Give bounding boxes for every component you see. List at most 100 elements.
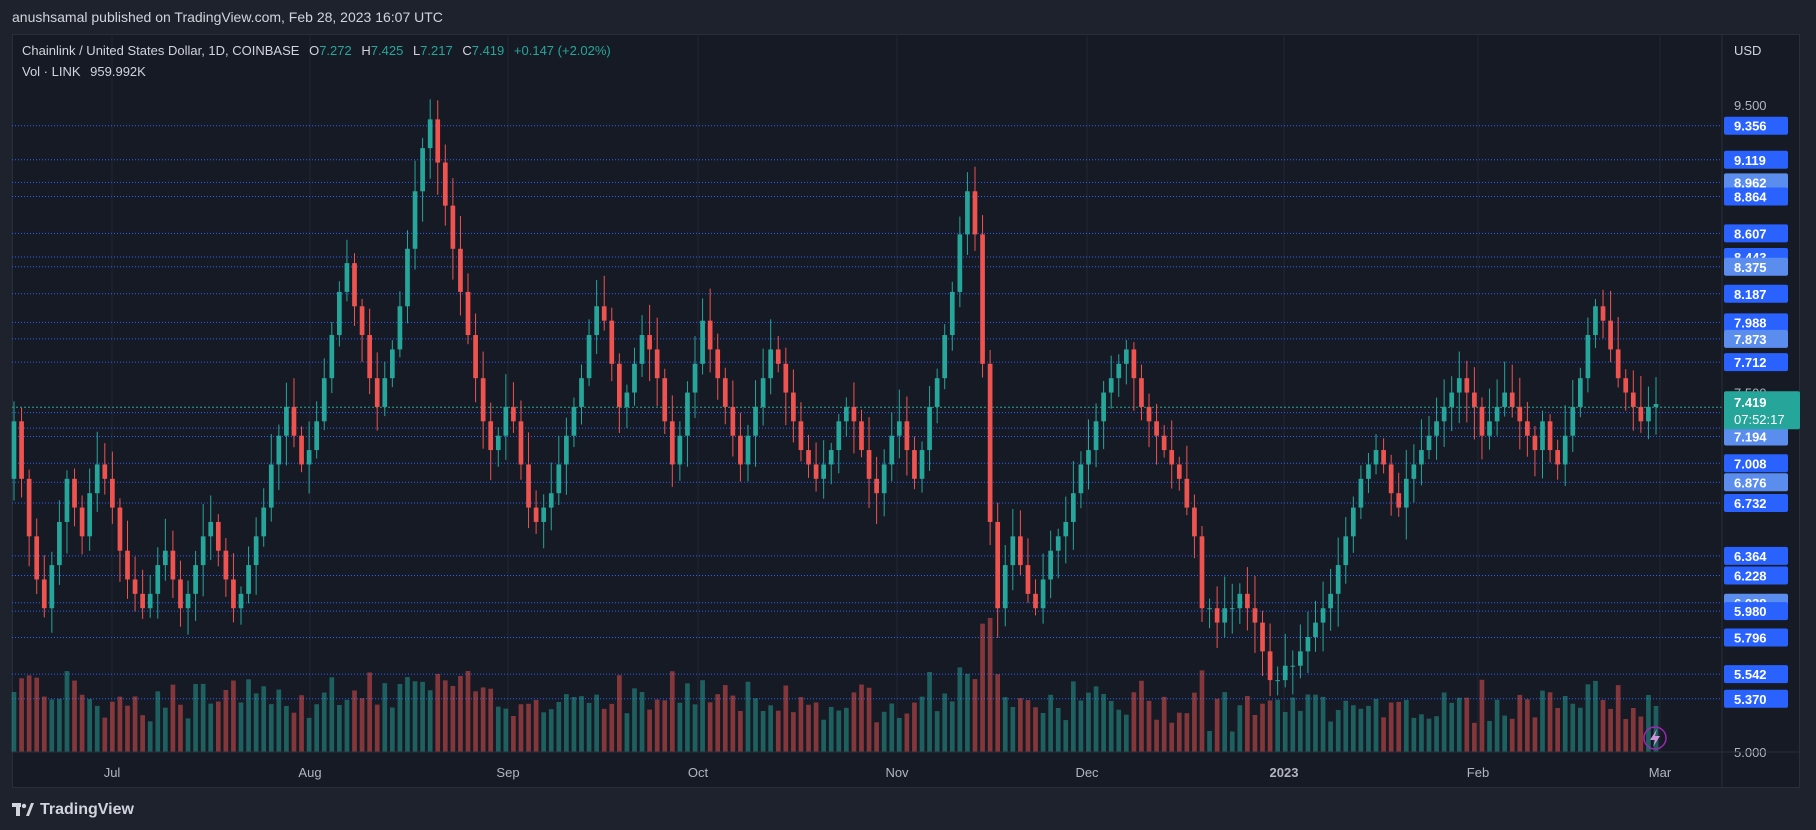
level-label-bg (1724, 628, 1788, 647)
volume-bar (1570, 703, 1576, 752)
candle-body (1630, 392, 1636, 407)
volume-bar (1093, 686, 1099, 752)
candle-body (284, 406, 289, 436)
volume-bar (1585, 684, 1591, 752)
candle-body (185, 593, 191, 609)
volume-bar (389, 707, 395, 752)
level-label-bg (1724, 454, 1788, 473)
level-label: 9.119 (1724, 150, 1788, 169)
candle-body (1313, 622, 1318, 637)
candle-body (125, 550, 130, 580)
level-label-bg (1724, 173, 1788, 192)
volume-bar (170, 684, 176, 752)
candle-body (72, 478, 77, 508)
level-label-bg (1724, 602, 1788, 621)
volume-bar (1419, 714, 1424, 752)
candle-body (616, 363, 622, 407)
volume-bar (49, 699, 55, 752)
volume-bar (1403, 699, 1409, 752)
candle-body (1245, 593, 1250, 609)
candle-body (94, 464, 100, 494)
volume-bar (896, 717, 902, 752)
candle-body (995, 521, 1001, 609)
candle-body (881, 464, 887, 494)
candle-body (1040, 579, 1046, 609)
volume-bar (1101, 693, 1106, 752)
candle-body (1577, 378, 1583, 407)
volume-bar (261, 686, 267, 752)
open-value: 7.272 (319, 43, 352, 58)
candle-body (1139, 378, 1144, 407)
top-bar: anushsamal published on TradingView.com,… (0, 0, 1816, 34)
volume-bar (836, 710, 842, 752)
candle-body (942, 335, 948, 379)
candle-body (919, 450, 925, 479)
candle-body (806, 450, 811, 465)
volume-bar (1449, 702, 1455, 752)
candle-body (1449, 392, 1455, 407)
volume-bar (193, 683, 198, 752)
candle-body (231, 579, 236, 609)
volume-bar (1525, 699, 1530, 752)
candle-body (246, 565, 251, 594)
candle-body (367, 335, 372, 379)
footer-brand[interactable]: TradingView (12, 798, 134, 822)
level-label: 5.370 (1724, 689, 1788, 708)
candle-body (1555, 450, 1560, 465)
level-label-text: 5.980 (1734, 604, 1767, 619)
volume-bar (685, 683, 690, 752)
candle-body (1638, 406, 1644, 422)
candle-body (450, 205, 456, 249)
volume-bar (178, 704, 183, 752)
volume-bar (231, 680, 236, 752)
close-label: C (462, 43, 472, 58)
volume-bar (594, 694, 599, 752)
level-label: 8.962 (1724, 173, 1788, 192)
volume-bar (753, 698, 758, 752)
volume-bar (147, 721, 153, 752)
candle-body (238, 593, 244, 609)
candle-body (836, 421, 842, 451)
candle-body (41, 579, 47, 609)
candle-body (1403, 478, 1409, 508)
candle-body (1275, 680, 1281, 682)
volume-bar (1479, 679, 1485, 752)
volume-bar (889, 703, 895, 752)
volume-bar (11, 691, 17, 752)
high-value: 7.425 (370, 43, 404, 58)
candle-body (1502, 392, 1508, 407)
volume-bar (715, 694, 721, 752)
candle-body (1653, 404, 1659, 407)
volume-bar (1010, 706, 1016, 752)
volume-bar (533, 699, 539, 752)
level-label-text: 7.988 (1734, 315, 1767, 330)
volume-bar (1199, 670, 1205, 752)
volume-bar (1033, 707, 1038, 752)
volume-bar (1653, 705, 1659, 752)
volume-bar (19, 678, 24, 752)
volume-bar (1441, 692, 1447, 752)
volume-bar (125, 705, 130, 752)
volume-bar (503, 708, 509, 752)
volume-bar (200, 683, 206, 752)
candle-body (1154, 421, 1159, 436)
volume-bar (215, 701, 221, 752)
volume-bar (155, 691, 161, 752)
volume-bar (526, 703, 531, 752)
level-label: 8.864 (1724, 187, 1788, 206)
candle-body (1381, 450, 1386, 465)
candle-body (662, 378, 668, 422)
candle-body (511, 406, 516, 422)
candle-body (1623, 378, 1629, 393)
candle-body (1282, 665, 1288, 681)
candle-body (1373, 450, 1379, 465)
currency-label[interactable]: USD (1734, 43, 1762, 58)
volume-bar (1260, 703, 1265, 752)
volume-bar (185, 718, 191, 752)
candle-body (1358, 478, 1364, 508)
candle-body (1002, 565, 1008, 609)
candle-body (299, 435, 304, 465)
volume-bar (813, 702, 819, 752)
candle-body (1214, 608, 1220, 623)
